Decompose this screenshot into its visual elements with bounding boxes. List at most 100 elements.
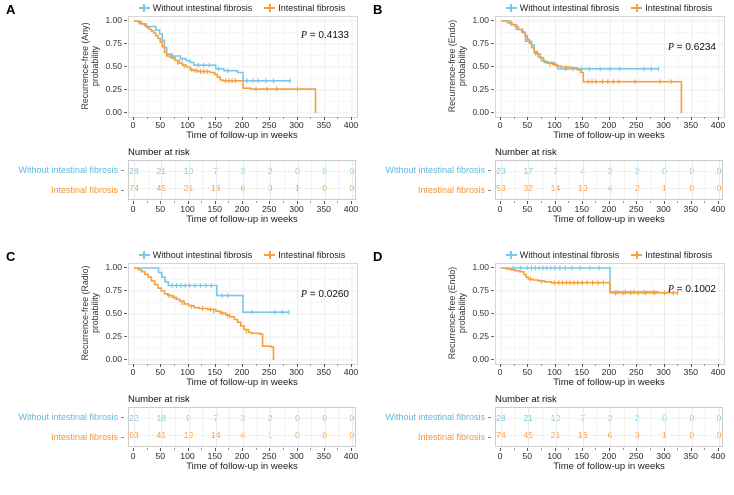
x-axis-ticks: 0 50 100 150 200 250 300 350 400 (128, 364, 358, 377)
p-value: P = 0.4133 (300, 30, 349, 41)
x-axis-title: Time of follow-up in weeks (186, 377, 298, 388)
risk-label-fibrosis: Intestinal fibrosis (51, 432, 124, 442)
x-axis-ticks: 0 50 100 150 200 250 300 350 400 (495, 201, 725, 214)
legend-item-without-fibrosis: Without intestinal fibrosis (505, 250, 620, 260)
legend-item-fibrosis: Intestinal fibrosis (264, 3, 345, 13)
censor-plus-icon (631, 4, 643, 13)
legend-item-fibrosis: Intestinal fibrosis (264, 250, 345, 260)
censor-plus-icon (138, 251, 150, 260)
censor-plus-icon (505, 4, 517, 13)
km-curves-svg (496, 17, 724, 117)
legend-item-without-fibrosis: Without intestinal fibrosis (138, 250, 253, 260)
x-axis-title: Time of follow-up in weeks (186, 214, 298, 225)
x-axis-ticks: 0 50 100 150 200 250 300 350 400 (495, 117, 725, 130)
legend: Without intestinal fibrosis Intestinal f… (495, 249, 723, 261)
legend-item-without-fibrosis: Without intestinal fibrosis (138, 3, 253, 13)
x-axis-title: Time of follow-up in weeks (553, 130, 665, 141)
x-axis-title: Time of follow-up in weeks (186, 130, 298, 141)
x-axis-ticks: 0 50 100 150 200 250 300 350 400 (128, 117, 358, 130)
risk-table: Without intestinal fibrosis Intestinal f… (367, 407, 734, 447)
risk-table: Without intestinal fibrosis Intestinal f… (0, 407, 367, 447)
risk-row-labels: Without intestinal fibrosis Intestinal f… (0, 407, 124, 447)
km-plot: P = 0.1002 (495, 263, 725, 365)
p-value: P = 0.1002 (667, 284, 716, 295)
y-axis-title: Recurrence-free (Radio) probability (80, 265, 100, 361)
y-tick-labels: 1.00 0.75 0.50 0.25 0.00 (101, 15, 128, 117)
panel-b: B Without intestinal fibrosis Intestinal… (367, 0, 734, 247)
censor-plus-icon (264, 251, 276, 260)
risk-label-without-fibrosis: Without intestinal fibrosis (18, 165, 124, 175)
panel-a: A Without intestinal fibrosis Intestinal… (0, 0, 367, 247)
risk-table: Without intestinal fibrosis Intestinal f… (367, 160, 734, 200)
panel-letter: D (373, 249, 383, 264)
legend-label: Intestinal fibrosis (645, 3, 713, 13)
risk-label-without-fibrosis: Without intestinal fibrosis (385, 412, 491, 422)
legend-label: Without intestinal fibrosis (519, 3, 620, 13)
chart-row: Recurrence-free (Any) probability 1.00 0.7… (0, 15, 367, 118)
y-tick-labels: 1.00 0.75 0.50 0.25 0.00 (468, 15, 495, 117)
censor-plus-icon (264, 4, 276, 13)
x-axis-title: Time of follow-up in weeks (553, 214, 665, 225)
panel-d: D Without intestinal fibrosis Intestinal… (367, 247, 734, 495)
y-axis-title: Recurrence-free (Any) probability (80, 22, 100, 110)
km-plot: P = 0.6234 (495, 16, 725, 118)
legend-label: Without intestinal fibrosis (152, 3, 253, 13)
censor-plus-icon (631, 251, 643, 260)
x-axis-ticks: 0 50 100 150 200 250 300 350 400 (495, 448, 725, 461)
panel-letter: A (6, 2, 16, 17)
x-axis-ticks: 0 50 100 150 200 250 300 350 400 (128, 448, 358, 461)
legend-item-fibrosis: Intestinal fibrosis (631, 250, 712, 260)
risk-table-title: Number at risk (128, 394, 190, 405)
panel-letter: B (373, 2, 383, 17)
x-axis-title: Time of follow-up in weeks (186, 461, 298, 472)
risk-grid: 22189732000 6341191441000 (128, 407, 356, 447)
x-axis-title: Time of follow-up in weeks (553, 377, 665, 388)
km-plot: P = 0.0260 (128, 263, 358, 365)
legend-label: Without intestinal fibrosis (152, 250, 253, 260)
legend: Without intestinal fibrosis Intestinal f… (128, 249, 356, 261)
panel-letter: C (6, 249, 16, 264)
p-value: P = 0.0260 (300, 289, 349, 300)
y-axis-title: Recurrence-free (Endo) probability (447, 19, 467, 113)
y-axis-title: Recurrence-free (Endo) probability (447, 266, 467, 360)
risk-row-labels: Without intestinal fibrosis Intestinal f… (367, 160, 491, 200)
legend: Without intestinal fibrosis Intestinal f… (128, 2, 356, 14)
km-plot: P = 0.4133 (128, 16, 358, 118)
risk-grid: 282110732000 7445211663100 (128, 160, 356, 200)
risk-table-title: Number at risk (128, 147, 190, 158)
x-axis-ticks: 0 50 100 150 200 250 300 350 400 (495, 364, 725, 377)
risk-grid: 282110732000 7445211663100 (495, 407, 723, 447)
chart-row: Recurrence-free (Endo) probability 1.00 0.… (367, 262, 734, 365)
km-curves-svg (129, 264, 357, 364)
risk-row-labels: Without intestinal fibrosis Intestinal f… (0, 160, 124, 200)
legend-label: Intestinal fibrosis (645, 250, 713, 260)
legend-label: Intestinal fibrosis (278, 250, 346, 260)
legend-item-fibrosis: Intestinal fibrosis (631, 3, 712, 13)
risk-label-fibrosis: Intestinal fibrosis (418, 185, 491, 195)
chart-row: Recurrence-free (Radio) probability 1.00 0… (0, 262, 367, 365)
km-curves-svg (129, 17, 357, 117)
censor-plus-icon (505, 251, 517, 260)
risk-table-title: Number at risk (495, 147, 557, 158)
legend-label: Intestinal fibrosis (278, 3, 346, 13)
legend-item-without-fibrosis: Without intestinal fibrosis (505, 3, 620, 13)
x-axis-ticks: 0 50 100 150 200 250 300 350 400 (128, 201, 358, 214)
chart-row: Recurrence-free (Endo) probability 1.00 0.… (367, 15, 734, 118)
risk-table: Without intestinal fibrosis Intestinal f… (0, 160, 367, 200)
legend-label: Without intestinal fibrosis (519, 250, 620, 260)
risk-row-labels: Without intestinal fibrosis Intestinal f… (367, 407, 491, 447)
y-tick-labels: 1.00 0.75 0.50 0.25 0.00 (468, 262, 495, 364)
risk-label-fibrosis: Intestinal fibrosis (51, 185, 124, 195)
risk-table-title: Number at risk (495, 394, 557, 405)
km-curves-svg (496, 264, 724, 364)
risk-grid: 23177432000 5332141042100 (495, 160, 723, 200)
risk-label-without-fibrosis: Without intestinal fibrosis (385, 165, 491, 175)
panel-c: C Without intestinal fibrosis Intestinal… (0, 247, 367, 495)
legend: Without intestinal fibrosis Intestinal f… (495, 2, 723, 14)
risk-label-without-fibrosis: Without intestinal fibrosis (18, 412, 124, 422)
p-value: P = 0.6234 (667, 42, 716, 53)
x-axis-title: Time of follow-up in weeks (553, 461, 665, 472)
y-tick-labels: 1.00 0.75 0.50 0.25 0.00 (101, 262, 128, 364)
risk-label-fibrosis: Intestinal fibrosis (418, 432, 491, 442)
